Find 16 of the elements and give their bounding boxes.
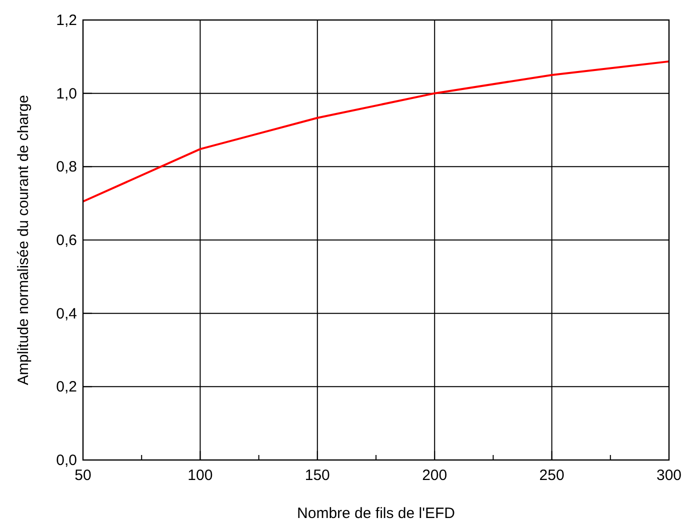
y-tick-label: 0,6 [56,232,77,249]
y-tick-label: 1,0 [56,85,77,102]
x-axis-title: Nombre de fils de l'EFD [297,505,456,522]
y-tick-label: 0,8 [56,158,77,176]
x-tick-label: 100 [188,467,213,484]
x-tick-label: 200 [422,467,448,484]
y-tick-label: 1,2 [56,12,77,29]
y-axis-title: Amplitude normalisée du courant de charge [15,94,32,386]
y-tick-label: 0,0 [56,452,77,469]
x-tick-label: 50 [74,467,92,484]
x-tick-label: 250 [539,467,564,484]
x-tick-label: 300 [656,467,682,484]
y-tick-label: 0,4 [56,305,77,322]
line-series [82,60,670,202]
y-tick-label: 0,2 [56,378,77,396]
x-tick-label: 150 [304,467,330,484]
